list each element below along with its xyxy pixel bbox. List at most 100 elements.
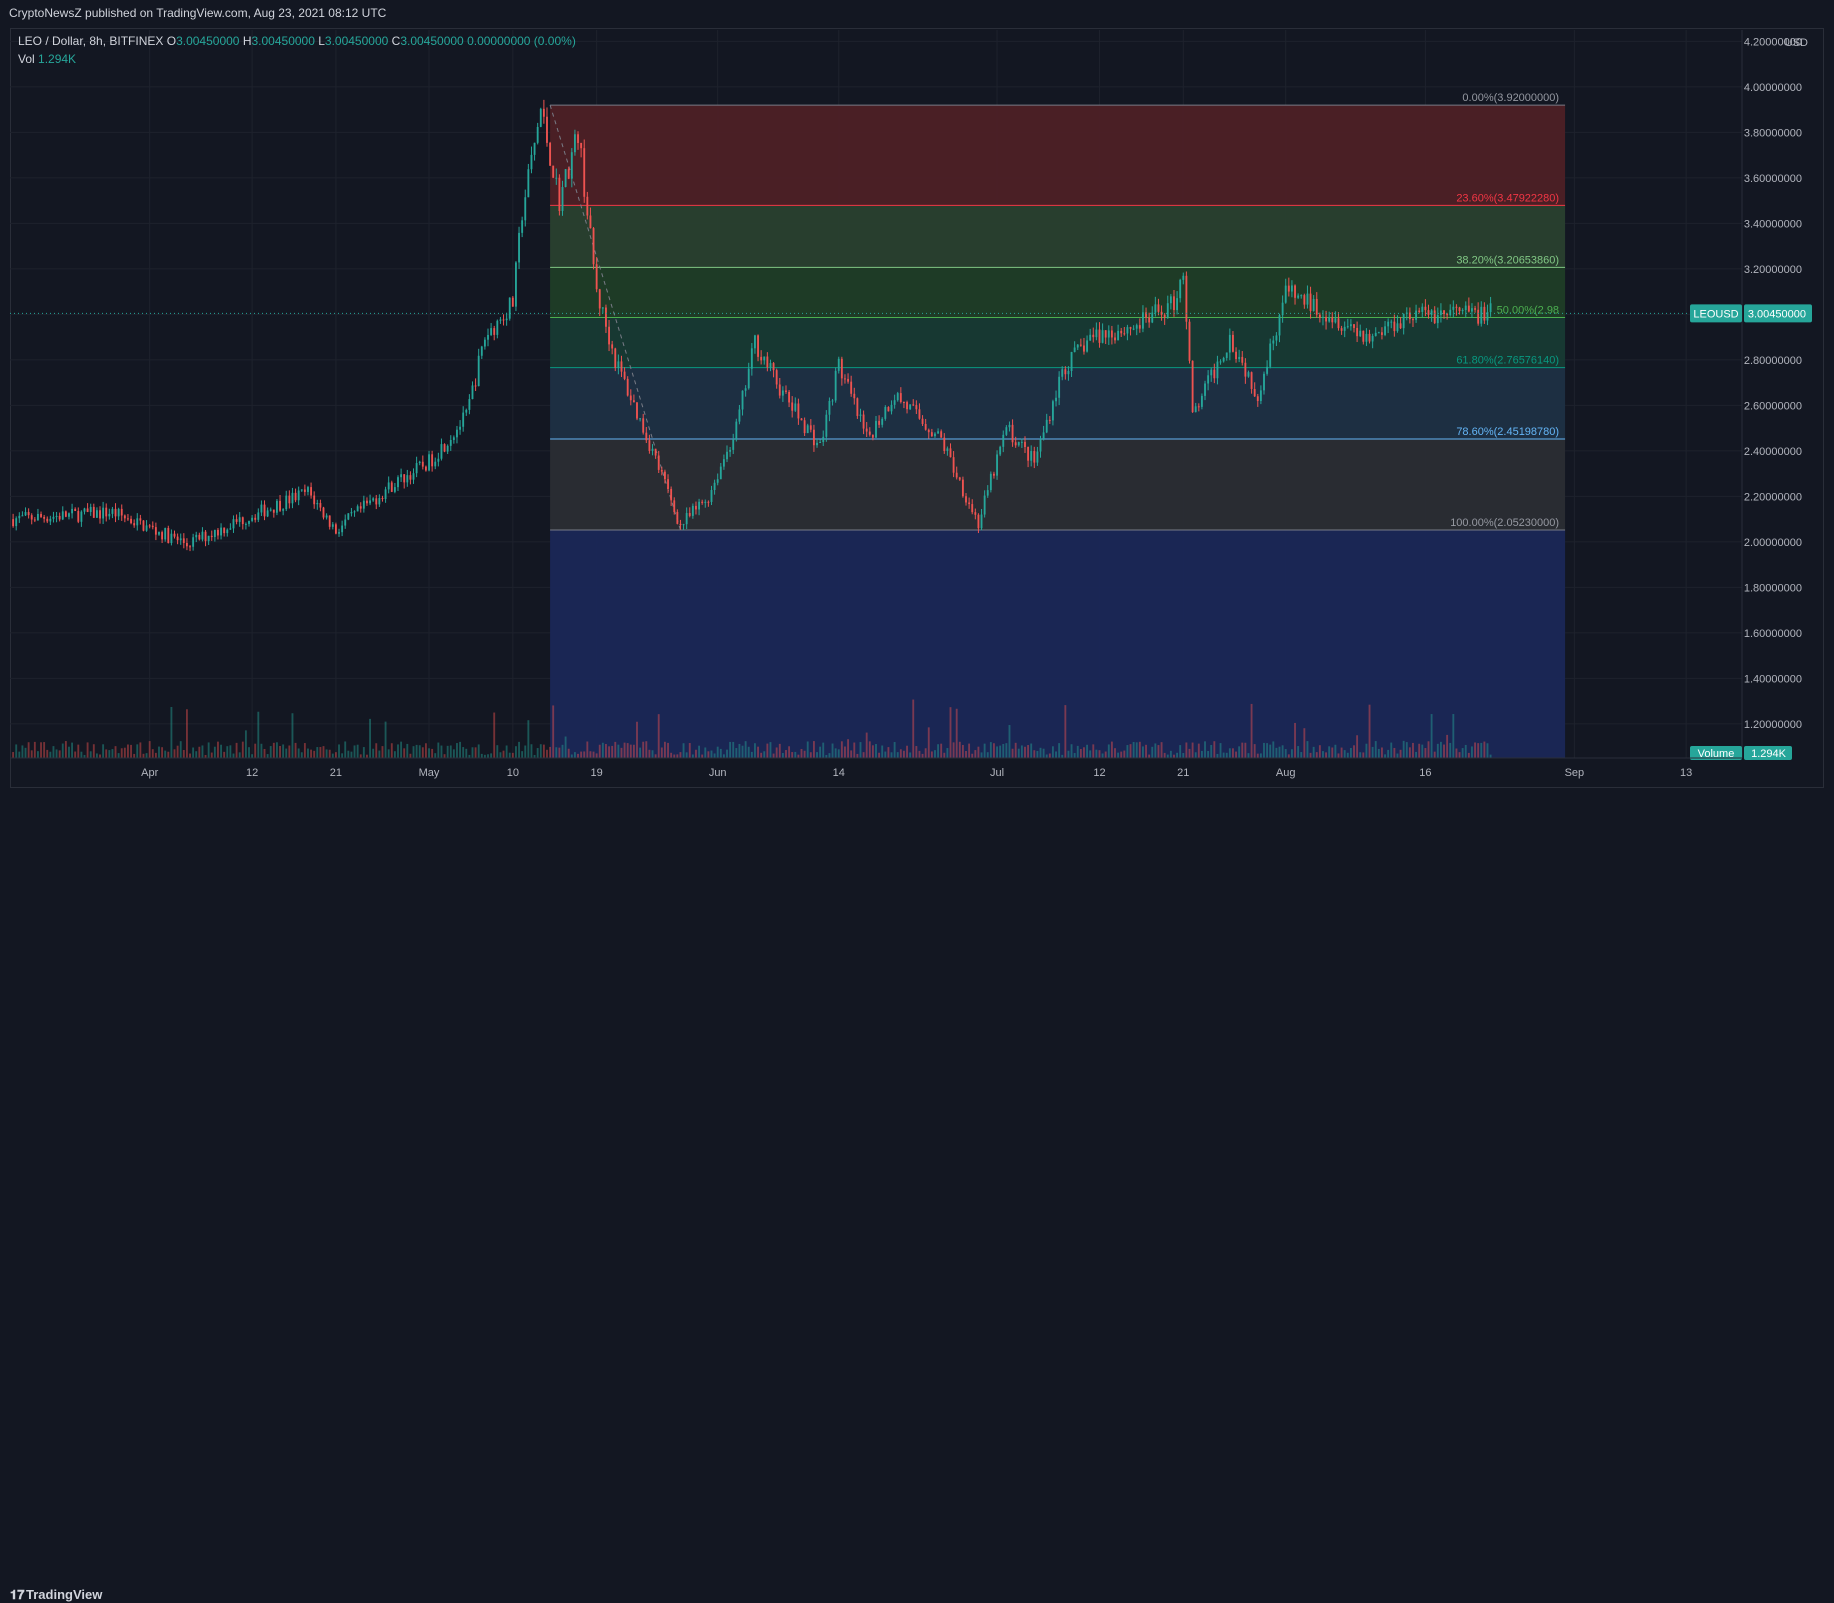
volume-bar bbox=[220, 744, 222, 758]
volume-bar bbox=[934, 750, 936, 758]
time-axis[interactable]: Apr 12 21 May 10 19 Jun 14 Jul 12 21 Aug 16 Sep 13 bbox=[10, 757, 1742, 779]
volume-bar bbox=[707, 751, 710, 758]
volume-bar bbox=[443, 754, 446, 758]
volume-bar bbox=[608, 746, 610, 758]
candle-body bbox=[1079, 344, 1082, 346]
time-tick-label: 16 bbox=[1419, 767, 1431, 779]
candle-body bbox=[1446, 314, 1449, 316]
candle-body bbox=[1051, 401, 1054, 421]
volume-bar bbox=[1101, 753, 1104, 758]
volume-bar bbox=[927, 727, 930, 758]
candle-body bbox=[632, 400, 635, 403]
volume-bar bbox=[1247, 753, 1250, 758]
fib-level-label: 78.60%(2.45198780) bbox=[1456, 426, 1559, 438]
volume-bar bbox=[511, 752, 514, 758]
volume-bar bbox=[1433, 751, 1436, 758]
candle-body bbox=[722, 459, 725, 467]
volume-bar bbox=[1315, 752, 1318, 758]
volume-bar bbox=[456, 743, 458, 758]
volume-bar bbox=[1222, 752, 1225, 758]
candle-body bbox=[1322, 316, 1324, 318]
volume-bar bbox=[154, 752, 157, 758]
volume-legend: Vol 1.294K bbox=[18, 52, 76, 66]
candle-body bbox=[1228, 334, 1231, 353]
volume-bar bbox=[158, 746, 160, 758]
ohlc-value-o: 3.00450000 bbox=[176, 34, 240, 48]
volume-bar bbox=[890, 752, 893, 758]
volume-bar bbox=[431, 748, 434, 758]
candle-body bbox=[37, 513, 39, 521]
tradingview-logo[interactable]: 𝟏𝟕 TradingView bbox=[10, 1587, 102, 1603]
candle-body bbox=[685, 513, 688, 525]
volume-bar bbox=[573, 752, 576, 758]
candle-body bbox=[1036, 451, 1039, 463]
candle-body bbox=[943, 437, 946, 451]
volume-bar bbox=[1185, 742, 1188, 758]
volume-bar bbox=[393, 751, 396, 758]
candle-body bbox=[341, 525, 344, 533]
fibonacci-retracement[interactable]: 0.00%(3.92000000) 23.60%(3.47922280) 38.20… bbox=[549, 92, 1566, 758]
volume-bar bbox=[77, 744, 80, 758]
volume-bar bbox=[1213, 741, 1216, 758]
candle-body bbox=[1337, 318, 1340, 329]
candle-body bbox=[1142, 312, 1144, 329]
volume-bar bbox=[185, 709, 188, 758]
candle-body bbox=[1331, 317, 1334, 323]
volume-bar bbox=[651, 750, 654, 758]
symbol-legend: LEO / Dollar, 8h, BITFINEX O3.00450000 H… bbox=[18, 34, 576, 48]
candle-body bbox=[1207, 375, 1210, 384]
candle-body bbox=[1176, 298, 1179, 311]
volume-bar bbox=[881, 745, 884, 758]
time-tick-label: Apr bbox=[141, 767, 158, 779]
price-chart[interactable]: 0.00%(3.92000000) 23.60%(3.47922280) 38.20… bbox=[0, 0, 1834, 790]
candle-body bbox=[1014, 442, 1017, 446]
volume-bar bbox=[179, 741, 182, 758]
candle-body bbox=[536, 126, 539, 143]
candle-body bbox=[1312, 298, 1315, 311]
volume-bar bbox=[55, 749, 58, 758]
volume-bar bbox=[164, 750, 167, 758]
candle-body bbox=[853, 393, 856, 399]
candle-body bbox=[1238, 356, 1241, 360]
candle-body bbox=[1157, 304, 1160, 312]
candle-body bbox=[21, 515, 24, 517]
candle-body bbox=[1427, 310, 1430, 315]
candle-body bbox=[856, 398, 859, 416]
candle-body bbox=[1173, 296, 1175, 311]
volume-bar bbox=[546, 749, 548, 758]
volume-bar bbox=[1480, 742, 1483, 758]
candle-body bbox=[1197, 406, 1200, 408]
candle-body bbox=[552, 165, 555, 178]
volume-bar bbox=[105, 749, 108, 758]
volume-bar bbox=[452, 749, 455, 758]
volume-bar bbox=[217, 741, 219, 758]
volume-bar bbox=[1030, 743, 1033, 758]
candle-body bbox=[61, 511, 64, 520]
volume-bar bbox=[1098, 750, 1101, 758]
volume-bar bbox=[937, 744, 940, 758]
volume-bar bbox=[1318, 745, 1321, 758]
candle-body bbox=[980, 514, 983, 529]
candle-body bbox=[1281, 302, 1284, 316]
candle-body bbox=[1390, 321, 1393, 323]
volume-bar bbox=[772, 753, 775, 758]
volume-bar bbox=[127, 744, 129, 758]
volume-bar bbox=[1359, 752, 1362, 758]
volume-bar bbox=[1036, 750, 1039, 758]
candle-body bbox=[1005, 427, 1008, 435]
volume-bar bbox=[1412, 742, 1414, 758]
candle-body bbox=[614, 348, 617, 368]
candle-body bbox=[1048, 419, 1051, 421]
price-axis[interactable]: USD 1.20000000 1.40000000 1.60000000 1.80000… bbox=[1690, 30, 1812, 760]
candle-body bbox=[605, 307, 607, 327]
volume-bar bbox=[424, 743, 427, 758]
volume-bar bbox=[58, 750, 61, 758]
candle-body bbox=[1334, 318, 1337, 323]
candle-body bbox=[462, 412, 465, 427]
candle-body bbox=[95, 510, 98, 518]
candle-body bbox=[220, 527, 222, 536]
candle-body bbox=[1318, 314, 1321, 318]
volume-bar bbox=[366, 754, 368, 758]
volume-tag bbox=[1690, 746, 1742, 760]
volume-bar bbox=[1387, 749, 1390, 758]
